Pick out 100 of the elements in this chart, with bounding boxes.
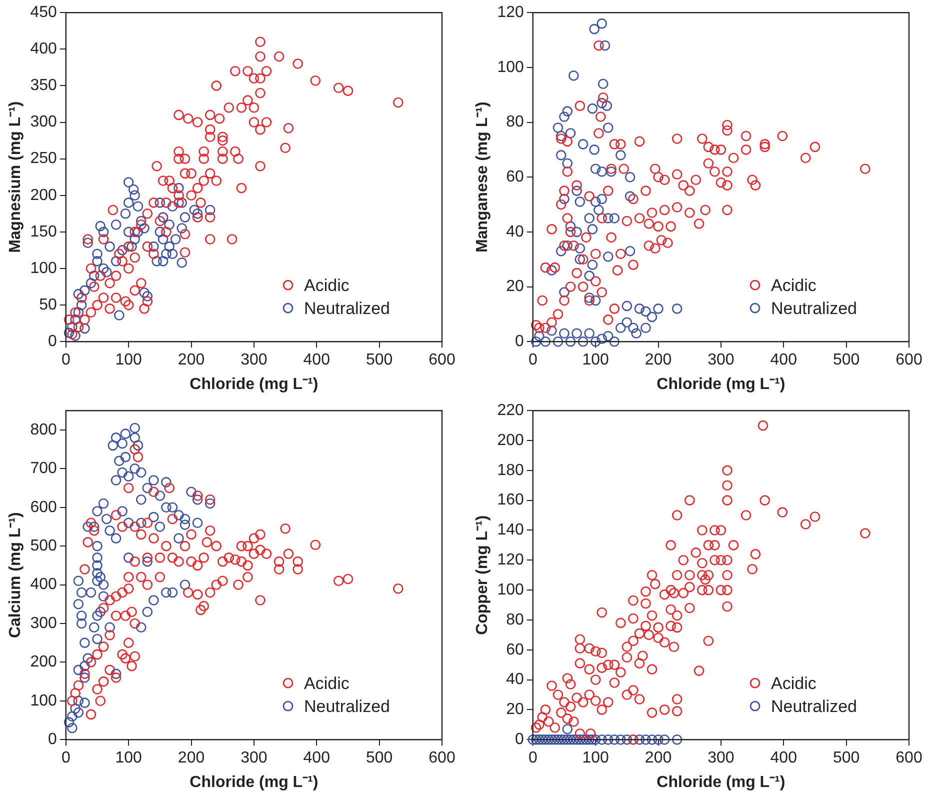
point xyxy=(73,288,84,300)
y-tick-label: 350 xyxy=(30,77,57,94)
legend-label: Acidic xyxy=(304,674,350,693)
legend-label: Acidic xyxy=(771,276,817,295)
point xyxy=(148,241,159,252)
x-tick-label: 500 xyxy=(832,750,860,767)
x-axis-title: Chloride (mg L⁻¹) xyxy=(190,376,318,393)
point xyxy=(123,177,134,188)
point xyxy=(176,198,188,208)
legend-label: Acidic xyxy=(304,276,350,295)
y-tick-label: 50 xyxy=(39,296,57,314)
x-tick-label: 300 xyxy=(708,352,734,369)
point xyxy=(64,328,74,338)
point xyxy=(132,226,144,238)
y-tick-label: 80 xyxy=(506,114,524,131)
point xyxy=(139,223,150,234)
point xyxy=(158,212,168,222)
y-tick-label: 700 xyxy=(30,460,57,478)
x-tick-label: 0 xyxy=(528,352,538,369)
x-tick-label: 400 xyxy=(770,352,798,369)
y-tick-label: 300 xyxy=(30,114,57,131)
point xyxy=(189,204,200,216)
x-tick-label: 500 xyxy=(366,750,393,767)
x-tick-label: 200 xyxy=(178,750,205,767)
y-tick-label: 60 xyxy=(506,168,524,186)
y-tick-label: 600 xyxy=(30,498,57,516)
point xyxy=(170,234,181,244)
point xyxy=(158,234,168,244)
point xyxy=(76,300,87,310)
point xyxy=(132,201,144,212)
x-tick-label: 300 xyxy=(240,352,268,369)
y-tick-label: 100 xyxy=(497,58,524,76)
y-tick-label: 180 xyxy=(497,462,524,479)
point xyxy=(167,201,178,212)
x-tick-label: 200 xyxy=(644,352,672,369)
legend-label: Acidic xyxy=(771,674,817,693)
y-tick-label: 60 xyxy=(506,641,524,658)
y-tick-label: 450 xyxy=(30,4,57,22)
point xyxy=(104,241,115,252)
point xyxy=(92,248,102,260)
y-tick-label: 250 xyxy=(30,150,57,168)
y-tick-label: 0 xyxy=(48,731,57,748)
point xyxy=(110,219,122,230)
point xyxy=(95,220,106,232)
point xyxy=(123,226,134,238)
y-tick-label: 0 xyxy=(48,333,57,350)
y-tick-label: 40 xyxy=(506,671,524,688)
point xyxy=(176,223,188,234)
point xyxy=(204,204,216,216)
point xyxy=(110,256,122,266)
y-axis-title: Manganese (mg L⁻¹) xyxy=(474,102,492,252)
point xyxy=(98,263,109,274)
legend-label: Neutralized xyxy=(771,696,857,716)
point xyxy=(92,256,102,266)
x-tick-label: 100 xyxy=(115,750,142,767)
point xyxy=(158,256,168,266)
point xyxy=(73,307,84,318)
point xyxy=(174,182,184,194)
y-tick-label: 150 xyxy=(30,223,57,240)
point xyxy=(164,241,174,252)
point xyxy=(136,216,146,226)
y-tick-label: 0 xyxy=(514,333,524,350)
y-tick-label: 200 xyxy=(30,654,57,671)
x-tick-label: 100 xyxy=(115,352,142,369)
x-tick-label: 100 xyxy=(582,750,610,767)
point xyxy=(117,245,128,256)
y-tick-label: 100 xyxy=(30,260,57,277)
x-tick-label: 500 xyxy=(832,352,860,369)
x-tick-label: 600 xyxy=(428,750,456,767)
y-tick-label: 100 xyxy=(30,692,57,710)
y-tick-label: 20 xyxy=(506,278,524,296)
x-tick-label: 200 xyxy=(178,352,205,369)
x-axis-title: Chloride (mg L⁻¹) xyxy=(656,774,786,791)
point xyxy=(142,291,153,302)
y-tick-label: 80 xyxy=(506,611,524,628)
y-tick-label: 160 xyxy=(497,492,524,509)
point xyxy=(80,323,90,334)
x-tick-label: 200 xyxy=(644,750,672,767)
y-tick-label: 800 xyxy=(30,421,57,438)
x-axis-title: Chloride (mg L⁻¹) xyxy=(190,774,318,791)
x-tick-label: 100 xyxy=(582,352,610,369)
point xyxy=(139,287,150,298)
point xyxy=(180,212,190,222)
point xyxy=(67,322,78,332)
point xyxy=(154,198,166,208)
y-tick-label: 500 xyxy=(30,537,57,554)
legend-label: Neutralized xyxy=(304,298,390,318)
point xyxy=(130,234,140,244)
point xyxy=(114,310,124,320)
point xyxy=(88,270,100,281)
y-tick-label: 400 xyxy=(30,40,57,58)
point xyxy=(161,248,172,260)
y-tick-label: 300 xyxy=(30,614,57,632)
point xyxy=(70,314,80,325)
x-tick-label: 400 xyxy=(303,750,330,767)
y-tick-label: 120 xyxy=(497,552,524,569)
y-tick-label: 0 xyxy=(514,731,524,748)
point xyxy=(86,278,96,288)
point xyxy=(126,241,137,252)
point xyxy=(130,190,140,201)
